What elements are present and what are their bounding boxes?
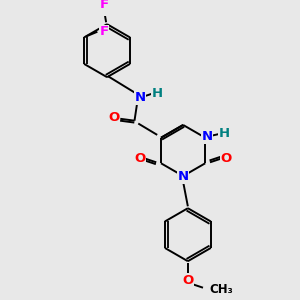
Text: N: N (135, 92, 146, 104)
Text: F: F (100, 0, 109, 11)
Text: O: O (220, 152, 232, 165)
Text: F: F (99, 25, 109, 38)
Text: O: O (182, 274, 194, 286)
Text: CH₃: CH₃ (210, 283, 233, 296)
Text: O: O (108, 111, 119, 124)
Text: N: N (178, 170, 189, 184)
Text: N: N (202, 130, 213, 143)
Text: H: H (152, 87, 163, 100)
Text: O: O (135, 152, 146, 165)
Text: H: H (219, 128, 230, 140)
